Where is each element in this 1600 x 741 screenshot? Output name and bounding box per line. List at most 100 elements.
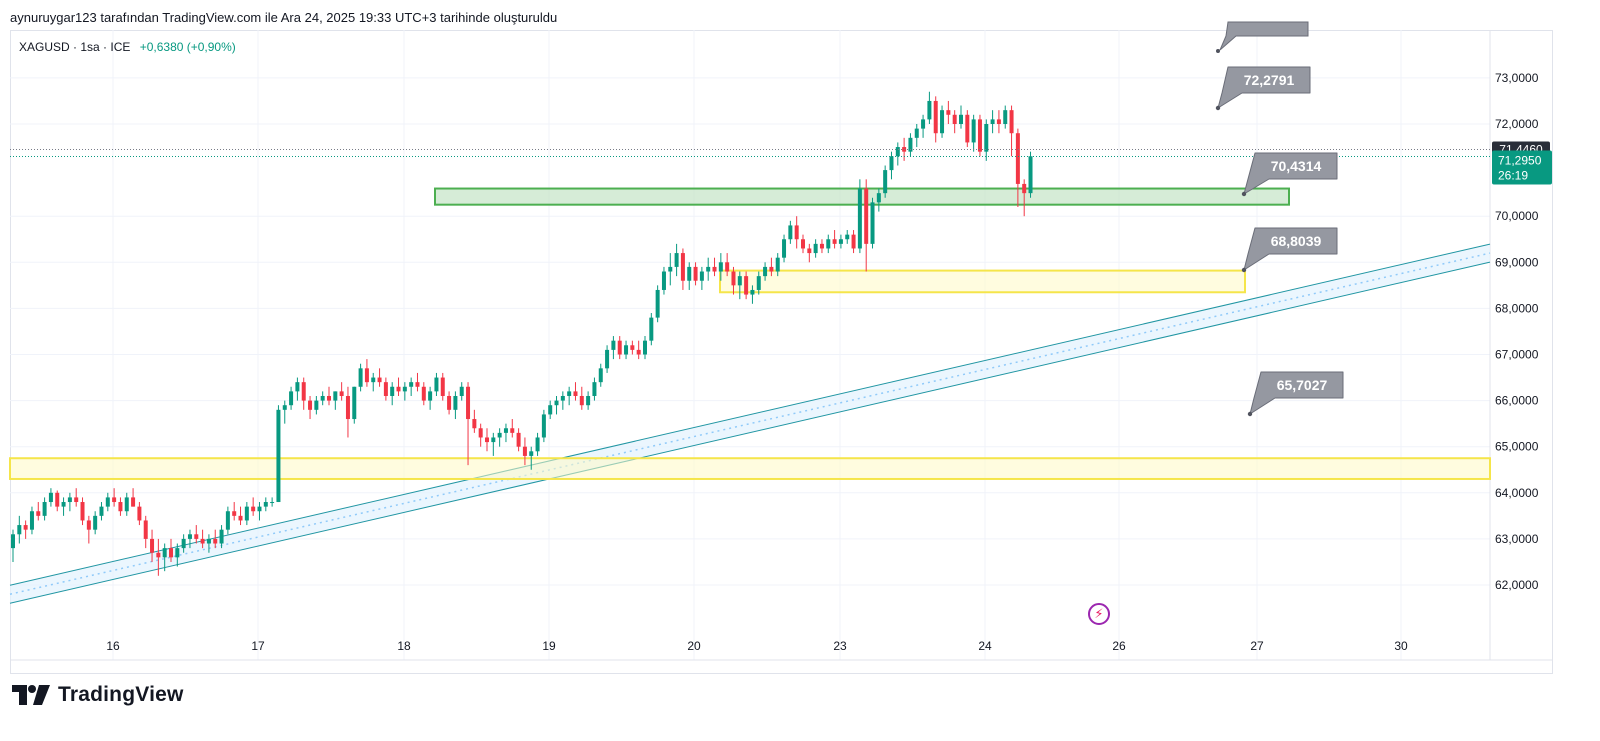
candle-body[interactable] <box>206 538 211 544</box>
candle-body[interactable] <box>200 538 205 544</box>
candle-body[interactable] <box>611 340 616 350</box>
candle-body[interactable] <box>86 520 91 530</box>
candle-body[interactable] <box>485 437 489 443</box>
candle-body[interactable] <box>42 502 47 516</box>
candle-body[interactable] <box>270 502 275 504</box>
candle-body[interactable] <box>832 239 837 244</box>
candle-body[interactable] <box>706 266 711 272</box>
candle-body[interactable] <box>282 405 287 410</box>
candle-body[interactable] <box>990 119 995 124</box>
candle-body[interactable] <box>491 437 496 443</box>
candle-body[interactable] <box>478 428 483 438</box>
candle-body[interactable] <box>845 234 850 240</box>
candle-body[interactable] <box>225 511 230 530</box>
candle-body[interactable] <box>573 391 578 396</box>
price-callout-box[interactable] <box>1243 152 1338 195</box>
candle-body[interactable] <box>769 266 774 272</box>
candle-body[interactable] <box>1003 110 1008 124</box>
candle-body[interactable] <box>908 137 913 152</box>
candle-body[interactable] <box>29 511 34 530</box>
candle-body[interactable] <box>775 257 780 272</box>
support-zone-68[interactable] <box>719 269 1246 294</box>
candle-body[interactable] <box>731 271 736 286</box>
candle-body[interactable] <box>510 428 515 433</box>
candle-body[interactable] <box>99 506 104 516</box>
candle-body[interactable] <box>548 405 553 415</box>
candle-body[interactable] <box>605 349 610 369</box>
candle-body[interactable] <box>276 409 281 503</box>
candle-body[interactable] <box>959 114 963 124</box>
candle-body[interactable] <box>668 266 673 272</box>
candle-body[interactable] <box>630 345 635 350</box>
candle-body[interactable] <box>219 529 224 544</box>
candle-body[interactable] <box>965 114 970 143</box>
candle-body[interactable] <box>289 391 294 406</box>
candle-body[interactable] <box>428 391 433 401</box>
candle-body[interactable] <box>137 506 142 521</box>
flash-icon[interactable]: ⚡ <box>1088 603 1110 625</box>
candle-body[interactable] <box>156 552 161 558</box>
candle-body[interactable] <box>93 515 98 530</box>
candle-body[interactable] <box>497 432 502 438</box>
candle-body[interactable] <box>529 451 534 456</box>
candle-body[interactable] <box>1028 156 1033 194</box>
price-callout-box[interactable] <box>1249 371 1344 415</box>
candle-body[interactable] <box>320 395 325 401</box>
candle-body[interactable] <box>295 382 300 392</box>
candle-body[interactable] <box>927 100 932 120</box>
candle-body[interactable] <box>788 225 793 240</box>
candle-body[interactable] <box>541 414 546 438</box>
candle-body[interactable] <box>333 391 338 401</box>
candle-body[interactable] <box>472 419 477 429</box>
candle-body[interactable] <box>592 382 597 396</box>
candle-body[interactable] <box>516 432 521 447</box>
candle-body[interactable] <box>169 548 173 558</box>
candle-body[interactable] <box>257 506 262 512</box>
candle-body[interactable] <box>409 382 414 387</box>
candle-body[interactable] <box>232 511 237 516</box>
candle-body[interactable] <box>358 368 363 387</box>
candle-body[interactable] <box>984 124 989 152</box>
candle-body[interactable] <box>466 386 471 420</box>
candle-body[interactable] <box>371 377 376 383</box>
candle-body[interactable] <box>314 400 319 410</box>
candle-body[interactable] <box>447 395 452 410</box>
candle-body[interactable] <box>1009 110 1014 134</box>
candle-body[interactable] <box>327 395 331 401</box>
candle-body[interactable] <box>807 248 812 254</box>
candle-body[interactable] <box>150 538 155 553</box>
candle-body[interactable] <box>914 128 919 138</box>
candle-body[interactable] <box>649 317 654 341</box>
candle-body[interactable] <box>680 253 685 281</box>
candle-body[interactable] <box>579 395 584 406</box>
candle-body[interactable] <box>61 502 66 507</box>
candle-body[interactable] <box>143 520 148 539</box>
candle-body[interactable] <box>453 395 458 410</box>
candle-body[interactable] <box>744 276 749 295</box>
candle-body[interactable] <box>187 534 192 539</box>
trend-channel-lower[interactable] <box>9 261 1491 604</box>
candle-body[interactable] <box>725 262 730 272</box>
candle-body[interactable] <box>693 266 698 281</box>
candle-body[interactable] <box>699 271 704 281</box>
candle-body[interactable] <box>11 534 15 549</box>
candle-body[interactable] <box>921 119 926 129</box>
candle-body[interactable] <box>876 193 881 203</box>
candle-body[interactable] <box>1022 183 1027 194</box>
candle-body[interactable] <box>503 428 508 433</box>
candle-body[interactable] <box>415 382 420 387</box>
candle-body[interactable] <box>687 266 692 281</box>
candle-body[interactable] <box>17 525 22 535</box>
candle-body[interactable] <box>598 368 603 383</box>
candle-body[interactable] <box>782 239 787 258</box>
candle-body[interactable] <box>946 110 951 115</box>
candle-body[interactable] <box>737 276 742 286</box>
candle-body[interactable] <box>48 492 53 503</box>
candle-body[interactable] <box>643 340 647 355</box>
candle-body[interactable] <box>794 225 799 240</box>
candle-body[interactable] <box>889 156 894 171</box>
candle-body[interactable] <box>251 506 256 512</box>
candle-body[interactable] <box>308 400 313 410</box>
candle-body[interactable] <box>67 497 72 503</box>
